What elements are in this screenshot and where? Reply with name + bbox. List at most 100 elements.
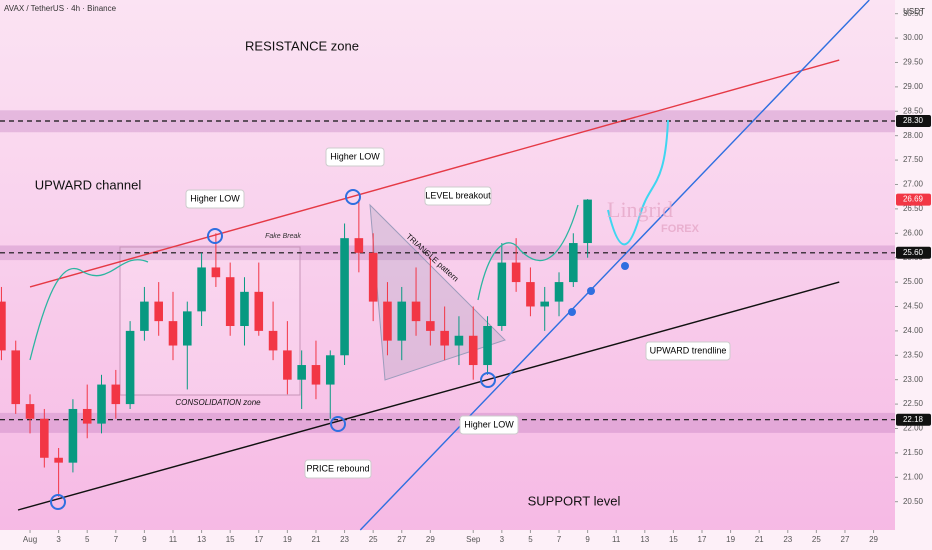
price-tag-label: 22.18 [903,415,924,424]
candle-body [569,243,578,283]
dot [587,287,595,295]
y-tick-label: 29.00 [903,82,924,91]
x-tick-label: 13 [197,535,206,544]
consolidation-box [119,246,301,396]
zone [0,110,895,133]
x-tick-label: Sep [466,535,481,544]
marker [50,494,66,510]
annotation: UPWARD channel [35,177,142,192]
candle-body [468,335,478,366]
markers [50,189,496,510]
x-tick-label: 19 [283,535,292,544]
y-tick-label: 28.50 [903,106,924,115]
x-tick-label: 11 [169,535,178,544]
x-tick-label: 11 [612,535,621,544]
y-tick-label: 30.50 [903,9,924,18]
y-tick-label: 24.00 [903,326,924,335]
candle-body [11,350,21,405]
candle-body [97,384,106,424]
y-tick-label: 23.00 [903,375,924,384]
candle-body [68,408,78,463]
candle-body [40,418,49,458]
candle-body [311,365,321,385]
x-tick-label: 15 [669,535,678,544]
candle-body [483,326,492,366]
candle-body [111,384,121,405]
candle-body [183,311,192,346]
x-tick-label: 25 [369,535,378,544]
x-tick-label: 29 [869,535,878,544]
candle-body [154,301,163,322]
y-tick-label: 27.00 [903,180,924,189]
candle-body [397,301,407,341]
symbol-header: AVAX / TetherUS · 4h · Binance [4,4,117,13]
price-tag-label: 25.60 [903,248,924,257]
candle-body [411,301,421,322]
annotation: Higher LOW [464,419,514,429]
trend-line [29,59,840,288]
annotation: Fake Break [265,233,301,240]
watermark: Lingrid [607,197,673,222]
candle-body [0,301,6,351]
x-tick-label: 15 [226,535,235,544]
label-box [645,341,731,361]
x-tick-label: 7 [114,535,119,544]
y-tick-label: 26.00 [903,228,924,237]
candle-body [440,330,449,346]
candle-body [25,404,35,419]
candle-body [554,282,564,302]
candle-body [240,291,249,327]
candle-body [540,301,550,307]
candle-body [383,301,392,341]
marker [480,372,496,388]
price-tag-label: 28.30 [903,116,924,125]
annotation: PRICE rebound [306,463,369,473]
y-tick-label: 20.50 [903,497,924,506]
x-tick-label: Aug [23,535,37,544]
x-tick-label: 17 [254,535,263,544]
candle-body [254,291,264,331]
projection-path [607,119,669,246]
dots [568,262,629,316]
annotation: Higher LOW [330,151,380,161]
x-tick-label: 21 [312,535,321,544]
annotation: RESISTANCE zone [245,38,359,53]
candle-body [211,267,221,278]
x-tick-label: 23 [340,535,349,544]
label-box [325,147,385,167]
x-tick-label: 29 [426,535,435,544]
annotation: SUPPORT level [528,493,621,508]
marker [330,416,346,432]
y-tick-label: 23.50 [903,350,924,359]
candle-body [340,238,349,356]
price-tag [896,115,931,128]
dot [568,308,576,316]
x-tick-label: 17 [698,535,707,544]
annotation: CONSOLIDATION zone [175,398,261,407]
x-tick-label: 9 [585,535,590,544]
candle-body [354,238,364,253]
projection-path [29,259,149,361]
candle-body [426,321,435,331]
price-tag-label: 26.69 [903,195,924,204]
candle-body [168,321,178,346]
label-box [424,186,492,206]
label-box [185,189,245,209]
y-tick-label: 28.00 [903,131,924,140]
watermark: FOREX [661,223,700,235]
candle-body [325,355,335,385]
candle-body [54,457,63,463]
marker [207,228,223,244]
zone [0,412,895,433]
candle-body [225,277,235,327]
candle-body [511,262,521,283]
x-tick-label: 5 [85,535,90,544]
x-tick-label: 3 [56,535,61,544]
x-tick-label: 13 [640,535,649,544]
candle-body [497,262,507,327]
zone [0,245,895,261]
x-tick-label: 3 [500,535,505,544]
x-tick-label: 25 [812,535,821,544]
time-axis [0,530,895,550]
